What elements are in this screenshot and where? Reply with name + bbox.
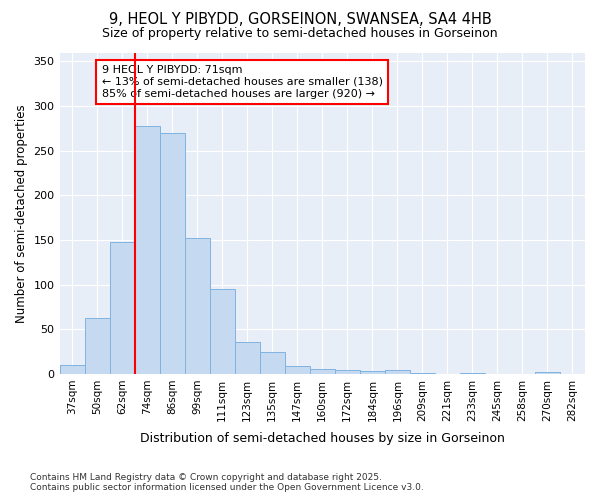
Bar (460, 373, 485, 374)
X-axis label: Distribution of semi-detached houses by size in Gorseinon: Distribution of semi-detached houses by … (140, 432, 505, 445)
Bar (160, 133, 185, 374)
Bar (59, 365, 85, 374)
Bar (310, 370, 335, 374)
Text: 9, HEOL Y PIBYDD, GORSEINON, SWANSEA, SA4 4HB: 9, HEOL Y PIBYDD, GORSEINON, SWANSEA, SA… (109, 12, 491, 28)
Bar (360, 371, 385, 374)
Bar (535, 372, 560, 374)
Text: Size of property relative to semi-detached houses in Gorseinon: Size of property relative to semi-detach… (102, 28, 498, 40)
Bar (285, 366, 310, 374)
Bar (260, 352, 285, 374)
Bar (185, 238, 209, 374)
Bar (410, 373, 435, 374)
Bar (134, 126, 160, 374)
Bar (209, 289, 235, 374)
Text: 9 HEOL Y PIBYDD: 71sqm
← 13% of semi-detached houses are smaller (138)
85% of se: 9 HEOL Y PIBYDD: 71sqm ← 13% of semi-det… (101, 66, 383, 98)
Bar (385, 370, 410, 374)
Bar (110, 242, 134, 374)
Bar (85, 318, 110, 374)
Bar (235, 342, 260, 374)
Text: Contains HM Land Registry data © Crown copyright and database right 2025.
Contai: Contains HM Land Registry data © Crown c… (30, 473, 424, 492)
Bar (335, 370, 360, 374)
Y-axis label: Number of semi-detached properties: Number of semi-detached properties (15, 104, 28, 322)
